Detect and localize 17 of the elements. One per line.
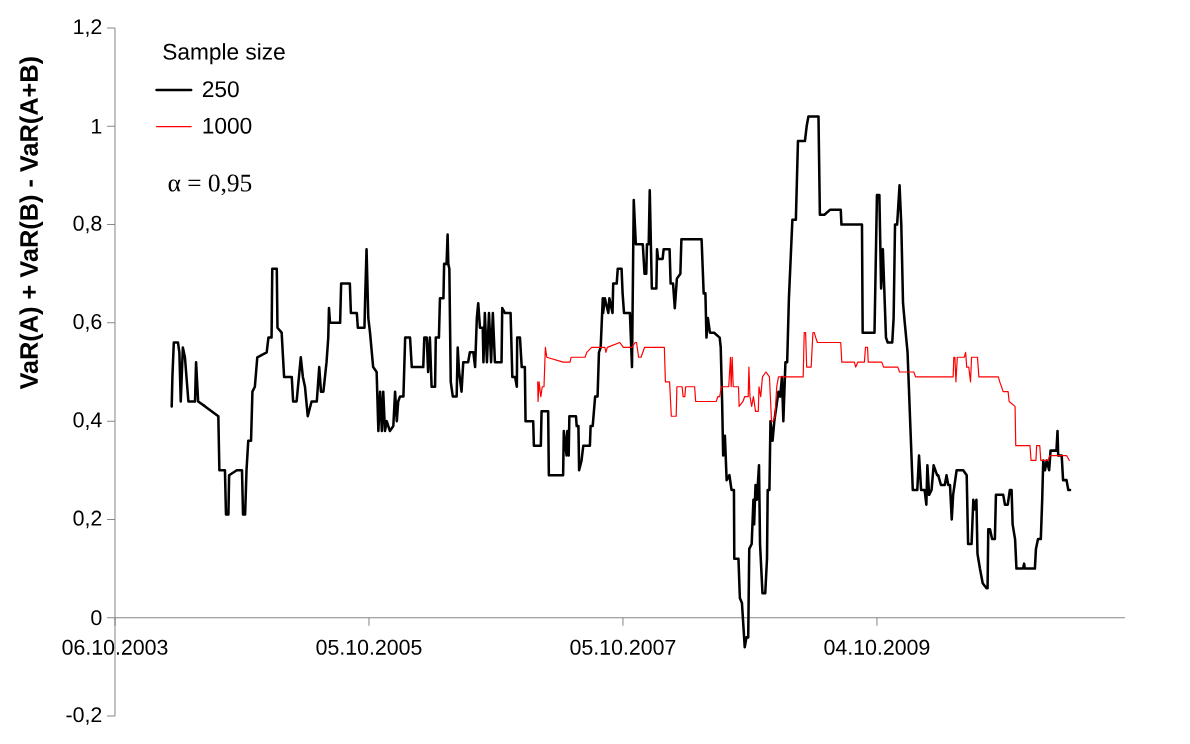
legend-title: Sample size — [163, 43, 285, 65]
x-tick-label: 05.10.2007 — [570, 639, 676, 655]
y-tick-label: 1,2 — [74, 19, 102, 37]
y-tick-label: -0,2 — [66, 707, 102, 725]
legend-label: 1000 — [203, 117, 252, 134]
y-tick-label: 0 — [91, 610, 102, 626]
annotation: α = 0,95 — [168, 174, 252, 196]
y-axis-title: VaR(A) + VaR(B) - VaR(A+B) — [19, 57, 43, 390]
y-tick-label: 1 — [92, 118, 102, 134]
x-tick-label: 04.10.2009 — [824, 639, 930, 655]
y-tick-label: 0,8 — [73, 215, 102, 234]
legend-label: 250 — [202, 81, 239, 98]
x-tick-label: 05.10.2005 — [316, 639, 422, 655]
y-tick-label: 0,4 — [73, 412, 102, 430]
x-tick-label: 06.10.2003 — [62, 639, 168, 655]
y-tick-label: 0,6 — [73, 314, 102, 332]
y-tick-label: 0,2 — [73, 510, 102, 529]
